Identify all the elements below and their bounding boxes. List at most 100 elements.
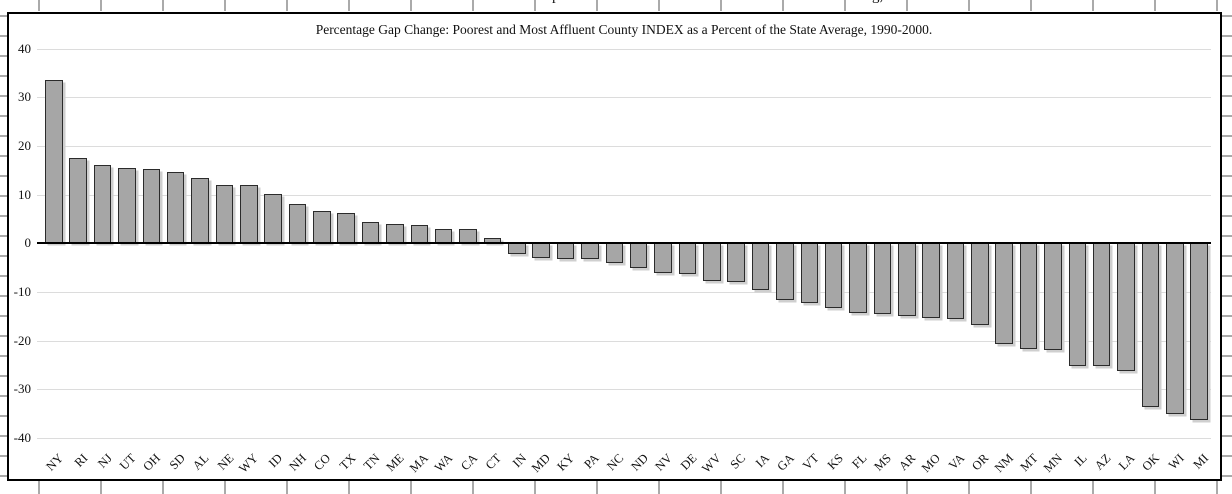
grid-stub-top: [906, 0, 908, 11]
y-tick-label--20: -20: [13, 332, 31, 348]
grid-stub-bottom: [1216, 481, 1218, 494]
grid-stub-right: [1222, 335, 1232, 337]
grid-stub-top: [1216, 0, 1218, 11]
grid-stub-top: [410, 0, 412, 11]
grid-stub-bottom: [224, 481, 226, 494]
grid-stub-bottom: [286, 481, 288, 494]
bar-MA: [410, 225, 429, 244]
grid-stub-left: [0, 155, 7, 157]
cropped-text-fragment: g,: [872, 0, 883, 5]
grid-stub-left: [0, 15, 7, 17]
gridline-30: [37, 97, 1211, 99]
grid-stub-bottom: [782, 481, 784, 494]
bar-NJ: [93, 165, 112, 244]
grid-stub-left: [0, 95, 7, 97]
gridline--30: [37, 389, 1211, 391]
y-tick-label-10: 10: [18, 186, 31, 202]
grid-stub-left: [0, 175, 7, 177]
grid-stub-left: [0, 75, 7, 77]
grid-stub-bottom: [720, 481, 722, 494]
grid-stub-bottom: [348, 481, 350, 494]
bar-FL: [849, 243, 867, 314]
grid-stub-bottom: [596, 481, 598, 494]
grid-stub-left: [0, 115, 7, 117]
gridline--40: [37, 438, 1211, 439]
grid-stub-left: [0, 195, 7, 197]
grid-stub-right: [1222, 435, 1232, 437]
bar-KS: [824, 243, 843, 308]
grid-stub-top: [162, 0, 164, 11]
grid-stub-right: [1222, 35, 1232, 37]
bar-SD: [166, 171, 185, 244]
grid-stub-bottom: [1154, 481, 1156, 494]
grid-stub-right: [1222, 395, 1232, 397]
bar-VA: [946, 243, 965, 320]
grid-stub-right: [1222, 235, 1232, 237]
grid-stub-left: [0, 415, 7, 417]
bar-TX: [337, 213, 355, 244]
grid-stub-left: [0, 235, 7, 237]
y-tick-label-30: 30: [18, 89, 31, 105]
bar-WY: [240, 185, 258, 244]
grid-stub-left: [0, 255, 7, 257]
bar-WV: [703, 243, 721, 282]
grid-stub-top: [348, 0, 350, 11]
grid-stub-right: [1222, 255, 1232, 257]
grid-stub-right: [1222, 195, 1232, 197]
grid-stub-left: [0, 35, 7, 37]
bar-AZ: [1092, 243, 1111, 366]
grid-stub-bottom: [844, 481, 846, 494]
grid-stub-left: [0, 135, 7, 137]
gridline-20: [37, 146, 1211, 147]
grid-stub-top: [224, 0, 226, 11]
grid-stub-right: [1222, 115, 1232, 117]
bar-IA: [751, 243, 770, 291]
bar-CA: [459, 228, 477, 244]
grid-stub-right: [1222, 95, 1232, 97]
grid-stub-top: [596, 0, 598, 11]
grid-stub-right: [1222, 155, 1232, 157]
bar-OK: [1141, 243, 1160, 407]
gridline-40: [37, 48, 1211, 50]
bar-MO: [922, 243, 940, 318]
grid-stub-right: [1222, 55, 1232, 57]
bar-CO: [313, 210, 331, 244]
grid-stub-top: [472, 0, 474, 11]
bar-KY: [556, 243, 575, 259]
y-tick-label--10: -10: [13, 284, 31, 299]
grid-stub-left: [0, 55, 7, 57]
bar-TN: [361, 222, 380, 244]
grid-stub-right: [1222, 415, 1232, 417]
bar-AL: [191, 178, 209, 244]
gridline--20: [37, 340, 1211, 342]
grid-stub-top: [286, 0, 288, 11]
grid-stub-right: [1222, 15, 1232, 17]
bar-SC: [727, 243, 745, 283]
grid-stub-top: [844, 0, 846, 11]
grid-stub-bottom: [38, 481, 40, 494]
gridline-10: [37, 194, 1211, 196]
y-tick-label--30: -30: [13, 381, 31, 397]
grid-stub-top: [968, 0, 970, 11]
bar-MI: [1190, 243, 1208, 421]
grid-stub-bottom: [968, 481, 970, 494]
bar-WI: [1166, 243, 1184, 414]
grid-stub-bottom: [100, 481, 102, 494]
grid-stub-bottom: [1030, 481, 1032, 494]
bar-DE: [678, 243, 697, 274]
grid-stub-bottom: [906, 481, 908, 494]
y-tick-label-0: 0: [24, 235, 32, 251]
grid-stub-bottom: [472, 481, 474, 494]
grid-stub-right: [1222, 375, 1232, 377]
chart-frame: [7, 12, 1222, 481]
bar-OH: [142, 169, 160, 244]
bar-NE: [215, 184, 234, 244]
bar-IL: [1068, 243, 1086, 366]
bar-PA: [581, 243, 599, 260]
grid-stub-right: [1222, 475, 1232, 477]
x-axis-zero-line: [37, 242, 1211, 245]
bar-NV: [654, 243, 672, 273]
grid-stub-bottom: [1092, 481, 1094, 494]
bar-ND: [629, 243, 648, 269]
